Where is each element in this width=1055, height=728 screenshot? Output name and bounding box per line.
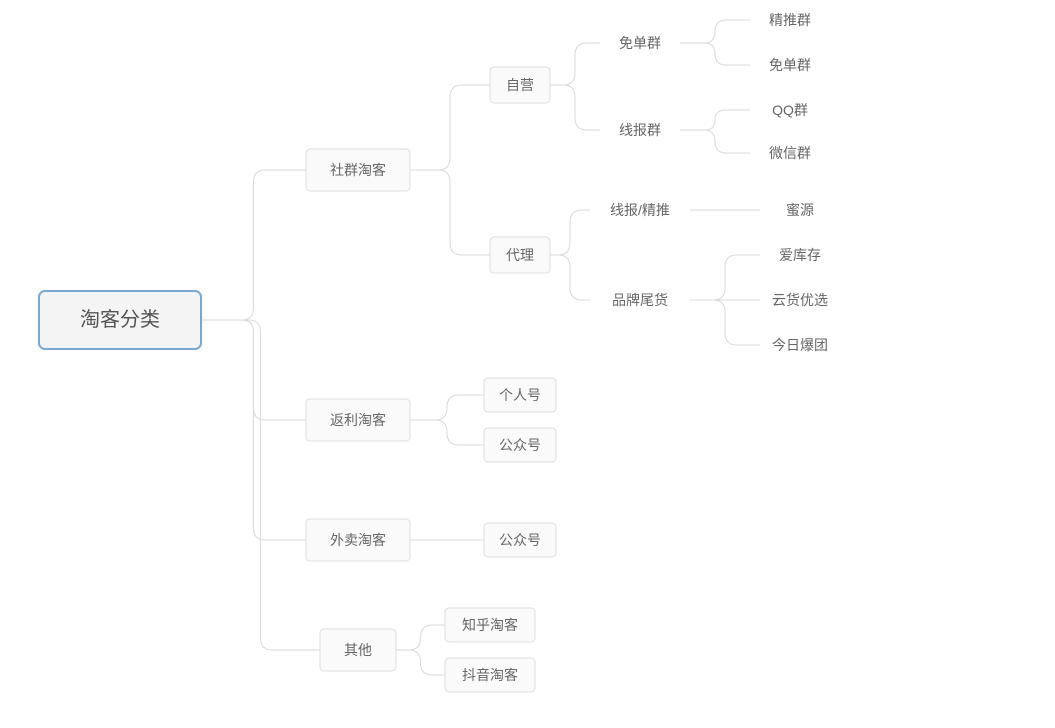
node-n1b1: 线报/精推	[610, 202, 670, 218]
edge	[550, 210, 590, 255]
edge	[690, 300, 760, 345]
node-n1a1: 免单群	[619, 35, 661, 51]
node-label: 爱库存	[779, 247, 821, 263]
edge	[680, 110, 750, 130]
node-n2: 返利淘客	[306, 399, 410, 441]
node-label: 其他	[344, 642, 372, 658]
edge	[201, 320, 306, 540]
edge	[410, 170, 490, 255]
node-n1: 社群淘客	[306, 149, 410, 191]
node-label: 返利淘客	[330, 412, 386, 428]
node-n4b: 抖音淘客	[445, 658, 535, 692]
node-label: 知乎淘客	[462, 617, 518, 633]
node-label: 今日爆团	[772, 337, 828, 353]
edge	[550, 255, 590, 300]
node-label: 免单群	[769, 57, 811, 73]
node-label: 淘客分类	[80, 308, 160, 331]
node-label: 免单群	[619, 35, 661, 51]
node-n4a: 知乎淘客	[445, 608, 535, 642]
edge	[396, 650, 445, 675]
node-n1a1b: 免单群	[769, 57, 811, 73]
node-label: 社群淘客	[330, 162, 386, 178]
node-n3: 外卖淘客	[306, 519, 410, 561]
node-n2b: 公众号	[484, 428, 556, 462]
edge	[396, 625, 445, 650]
edge	[550, 43, 600, 85]
node-label: 线报群	[619, 122, 661, 138]
node-n1a2a: QQ群	[772, 102, 808, 118]
node-n1b2c: 今日爆团	[772, 337, 828, 353]
edge	[410, 395, 484, 420]
node-n1b1a: 蜜源	[786, 202, 814, 218]
node-label: 精推群	[769, 12, 811, 28]
node-label: 个人号	[499, 387, 541, 403]
edge	[690, 255, 760, 300]
node-label: QQ群	[772, 102, 808, 118]
node-n1b: 代理	[490, 237, 550, 273]
node-n1b2a: 爱库存	[779, 247, 821, 263]
node-n1a2: 线报群	[619, 122, 661, 138]
edge	[201, 320, 320, 650]
node-label: 微信群	[769, 145, 811, 161]
edge	[680, 20, 750, 43]
edge	[680, 43, 750, 65]
node-n1b2b: 云货优选	[772, 292, 828, 308]
node-label: 抖音淘客	[462, 667, 518, 683]
node-n4: 其他	[320, 629, 396, 671]
edge	[410, 420, 484, 445]
edge	[410, 85, 490, 170]
node-n1a2b: 微信群	[769, 145, 811, 161]
mindmap-canvas: 淘客分类 社群淘客返利淘客外卖淘客其他 自营代理 免单群线报群 精推群免单群 QQ群微信群…	[0, 0, 1055, 728]
node-n1a: 自营	[490, 67, 550, 103]
node-n1a1a: 精推群	[769, 12, 811, 28]
node-n1b2: 品牌尾货	[612, 292, 668, 308]
node-label: 代理	[506, 247, 534, 263]
edge	[680, 130, 750, 153]
node-label: 品牌尾货	[612, 292, 668, 308]
node-label: 蜜源	[786, 202, 814, 218]
node-label: 自营	[506, 77, 534, 93]
node-root: 淘客分类	[39, 291, 201, 349]
node-n3a: 公众号	[484, 523, 556, 557]
node-label: 线报/精推	[610, 202, 670, 218]
edge	[550, 85, 600, 130]
edge	[201, 170, 306, 320]
node-label: 云货优选	[772, 292, 828, 308]
node-label: 外卖淘客	[330, 532, 386, 548]
node-label: 公众号	[499, 437, 541, 453]
node-label: 公众号	[499, 532, 541, 548]
node-n2a: 个人号	[484, 378, 556, 412]
